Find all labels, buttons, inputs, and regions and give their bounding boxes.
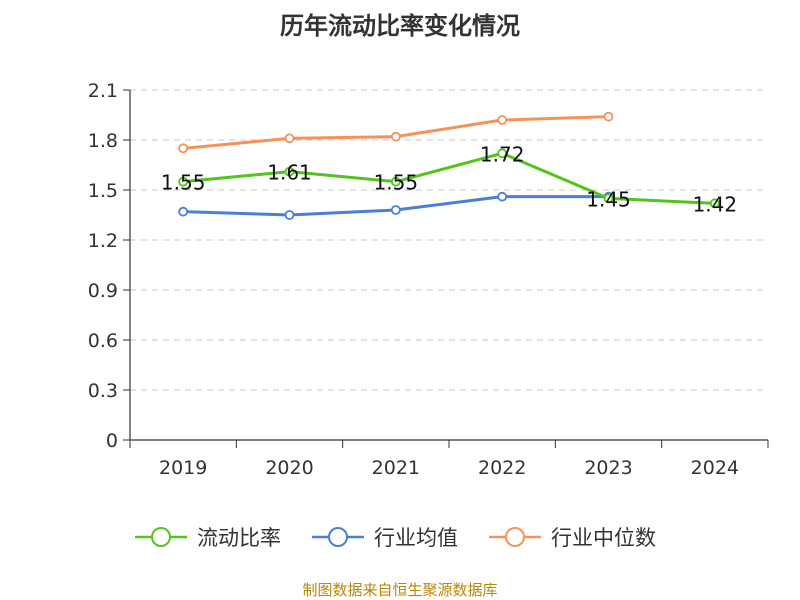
series-line-0: [183, 151, 715, 205]
y-tick-label: 0.3: [88, 380, 118, 402]
data-point: [178, 143, 189, 154]
chart-title: 历年流动比率变化情况: [280, 12, 520, 40]
data-point: [178, 206, 189, 217]
x-tick-label: 2021: [372, 457, 420, 479]
data-point: [497, 191, 508, 202]
data-point: [178, 176, 189, 187]
data-label: 1.61: [267, 161, 312, 185]
x-tick-label: 2020: [265, 457, 313, 479]
series-layer: [178, 111, 720, 220]
legend-label-current-ratio: 流动比率: [197, 526, 281, 550]
data-point: [284, 133, 295, 144]
grid-lines: [130, 89, 768, 391]
axes: 0 0.3 0.6 0.9 1.2 1.5 1.8 2.1 2019 2020 2021 2022 20…: [88, 80, 769, 479]
x-tick-label: 2024: [691, 457, 739, 479]
x-tick-label: 2019: [159, 457, 207, 479]
data-label: 1.55: [161, 171, 206, 195]
data-point: [603, 111, 614, 122]
legend-item-industry-median[interactable]: 行业中位数: [487, 521, 656, 553]
data-point: [284, 166, 295, 177]
y-tick-label: 0.6: [88, 330, 118, 352]
data-point: [603, 193, 614, 204]
y-tick-label: 0.9: [88, 280, 118, 302]
data-point: [390, 131, 401, 142]
data-point: [284, 210, 295, 220]
data-point: [497, 148, 508, 159]
legend-label-industry-mean: 行业均值: [374, 526, 458, 550]
data-label: 1.45: [586, 187, 631, 211]
legend-label-industry-median: 行业中位数: [551, 526, 656, 550]
data-point: [709, 198, 720, 209]
data-label: 1.72: [480, 142, 525, 166]
y-tick-label: 1.8: [88, 130, 118, 152]
data-point: [497, 115, 508, 125]
x-tick-label: 2023: [584, 457, 632, 479]
x-tick-label: 2022: [478, 457, 526, 479]
legend-swatch-industry-median: [489, 527, 541, 547]
source-note: 制图数据来自恒生聚源数据库: [302, 581, 498, 599]
data-label: 1.42: [693, 192, 738, 216]
data-point: [390, 176, 401, 187]
data-labels: 1.55 1.61 1.55 1.72 1.45 1.42: [161, 142, 737, 216]
data-point: [390, 205, 401, 215]
y-tick-label: 1.2: [88, 230, 118, 252]
y-tick-label: 0: [106, 430, 118, 452]
legend-item-current-ratio[interactable]: 流动比率: [133, 521, 281, 553]
y-tick-label: 1.5: [88, 180, 118, 202]
legend-swatch-current-ratio: [135, 527, 187, 547]
data-label: 1.55: [374, 171, 419, 195]
legend-swatch-industry-mean: [312, 527, 364, 547]
legend: 流动比率 行业均值 行业中位数: [0, 521, 800, 553]
y-tick-label: 2.1: [88, 80, 118, 102]
legend-item-industry-mean[interactable]: 行业均值: [310, 521, 458, 553]
